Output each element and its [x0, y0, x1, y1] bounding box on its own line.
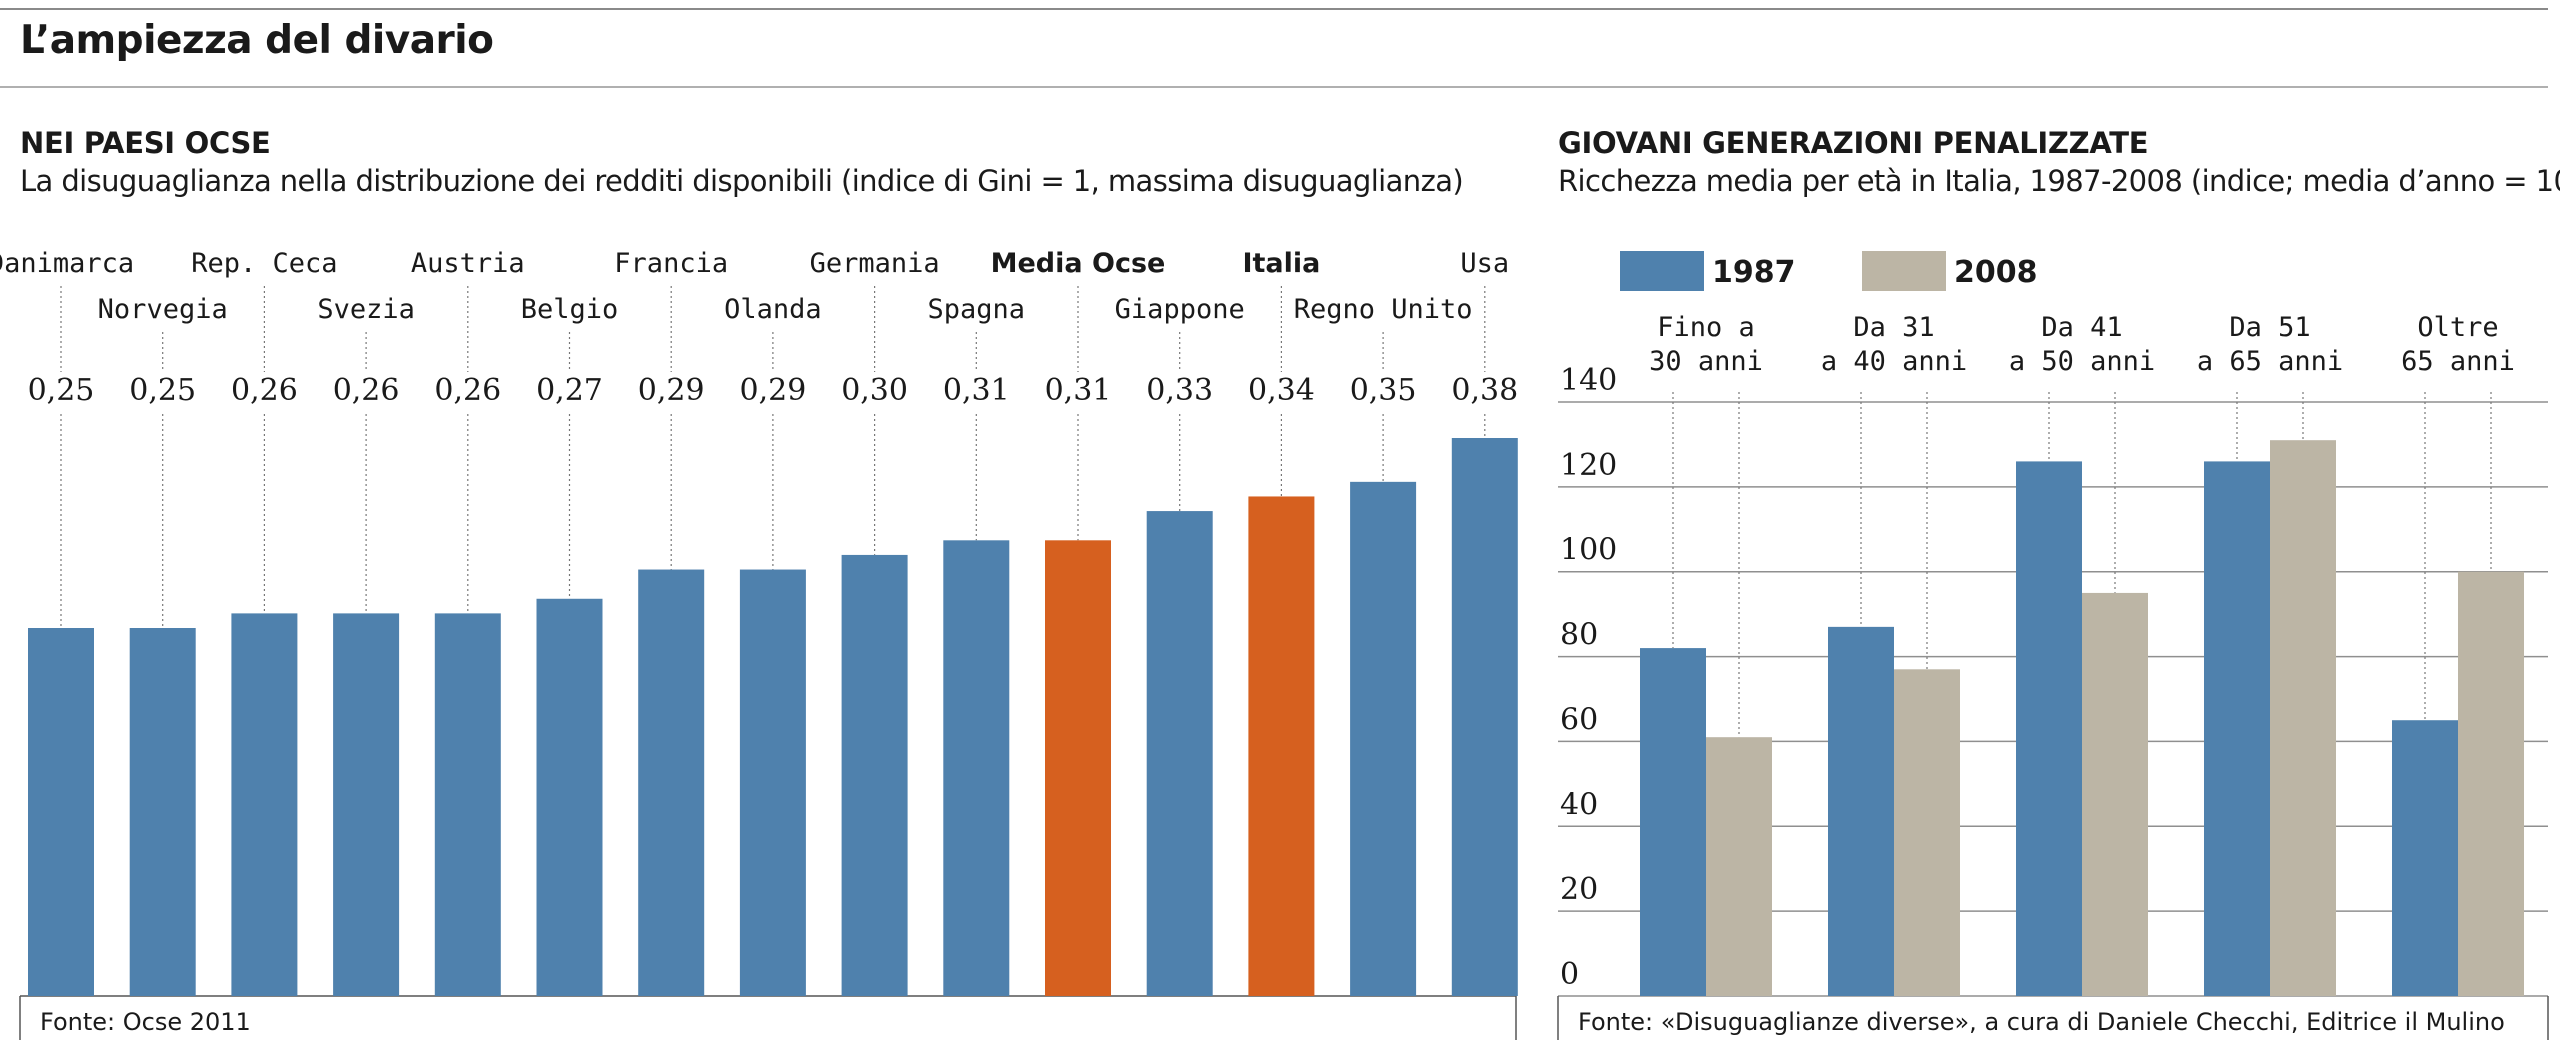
group-label: 65 anni [2401, 346, 2515, 377]
bar-norvegia [129, 628, 196, 996]
value-label: 0,30 [841, 373, 908, 408]
value-label: 0,25 [28, 373, 95, 408]
country-label: Media Ocse [991, 248, 1166, 279]
country-label: Germania [810, 248, 940, 279]
group-label: Da 41 [2041, 312, 2122, 343]
bar-media-ocse [1045, 540, 1111, 996]
bar-giappone [1146, 511, 1213, 996]
country-label: Regno Unito [1294, 294, 1473, 325]
bar-1987-group-4 [2204, 461, 2270, 996]
bar-2008-group-3 [2082, 592, 2148, 996]
bar-italia [1248, 496, 1315, 996]
value-label: 0,38 [1451, 373, 1518, 408]
country-label: Usa [1460, 248, 1509, 279]
group-label: 30 anni [1649, 346, 1763, 377]
bar-regno-unito [1350, 481, 1417, 996]
legend-label-2008: 2008 [1954, 255, 2038, 290]
bar-1987-group-5 [2392, 720, 2458, 996]
bar-2008-group-5 [2458, 571, 2524, 996]
country-label: Austria [411, 248, 525, 279]
value-label: 0,33 [1146, 373, 1213, 408]
bar-spagna [943, 540, 1010, 996]
country-label: Olanda [724, 294, 822, 325]
top-rule [0, 8, 2548, 10]
bar-francia [638, 569, 705, 996]
bar-rep-ceca [231, 613, 298, 996]
country-label: Danimarca [0, 248, 134, 279]
y-tick-label: 100 [1560, 533, 1617, 568]
value-label: 0,27 [536, 373, 603, 408]
legend-label-1987: 1987 [1712, 255, 1796, 290]
bar-1987-group-2 [1828, 626, 1894, 996]
value-label: 0,29 [740, 373, 807, 408]
legend-swatch-2008 [1862, 251, 1946, 291]
group-label: Da 51 [2229, 312, 2310, 343]
value-label: 0,25 [129, 373, 196, 408]
bar-1987-group-3 [2016, 461, 2082, 996]
legend-swatch-1987 [1620, 251, 1704, 291]
country-label: Svezia [317, 294, 415, 325]
bar-2008-group-4 [2270, 440, 2336, 997]
bar-1987-group-1 [1640, 648, 1706, 996]
group-label: Da 31 [1853, 312, 1934, 343]
y-tick-label: 140 [1560, 363, 1617, 398]
y-tick-label: 0 [1560, 957, 1579, 992]
page-title: L’ampiezza del divario [20, 18, 494, 63]
y-tick-label: 80 [1560, 618, 1598, 653]
y-tick-label: 20 [1560, 872, 1598, 907]
value-label: 0,31 [943, 373, 1010, 408]
country-label: Giappone [1115, 294, 1245, 325]
value-label: 0,35 [1350, 373, 1417, 408]
country-label: Francia [614, 248, 728, 279]
left-panel-subtitle: La disuguaglianza nella distribuzione de… [20, 164, 1464, 198]
group-label: a 65 anni [2197, 346, 2343, 377]
bar-2008-group-2 [1894, 669, 1960, 996]
y-tick-label: 120 [1560, 448, 1617, 483]
country-label: Italia [1242, 248, 1320, 279]
bar-usa [1451, 438, 1518, 996]
bar-austria [434, 613, 501, 996]
bar-germania [841, 554, 908, 996]
group-label: Fino a [1657, 312, 1755, 343]
bar-belgio [536, 598, 603, 996]
country-label: Rep. Ceca [191, 248, 337, 279]
title-rule [0, 86, 2548, 88]
y-tick-label: 40 [1560, 787, 1598, 822]
right-panel-subtitle: Ricchezza media per età in Italia, 1987-… [1558, 164, 2560, 198]
bar-olanda [739, 569, 806, 996]
country-label: Spagna [928, 294, 1026, 325]
left-source-note: Fonte: Ocse 2011 [40, 1008, 251, 1036]
country-label: Norvegia [98, 294, 228, 325]
value-label: 0,31 [1045, 373, 1112, 408]
value-label: 0,26 [333, 373, 400, 408]
value-label: 0,29 [638, 373, 705, 408]
group-label: Oltre [2417, 312, 2498, 343]
right-source-note: Fonte: «Disuguaglianze diverse», a cura … [1578, 1008, 2505, 1036]
bar-2008-group-1 [1706, 737, 1772, 996]
left-panel-title: NEI PAESI OCSE [20, 126, 271, 160]
country-label: Belgio [521, 294, 619, 325]
value-label: 0,34 [1248, 373, 1315, 408]
value-label: 0,26 [434, 373, 501, 408]
right-panel-title: GIOVANI GENERAZIONI PENALIZZATE [1558, 126, 2149, 160]
group-label: a 40 anni [1821, 346, 1967, 377]
group-label: a 50 anni [2009, 346, 2155, 377]
bar-danimarca [28, 628, 94, 996]
value-label: 0,26 [231, 373, 298, 408]
y-tick-label: 60 [1560, 702, 1598, 737]
bar-svezia [333, 613, 400, 996]
